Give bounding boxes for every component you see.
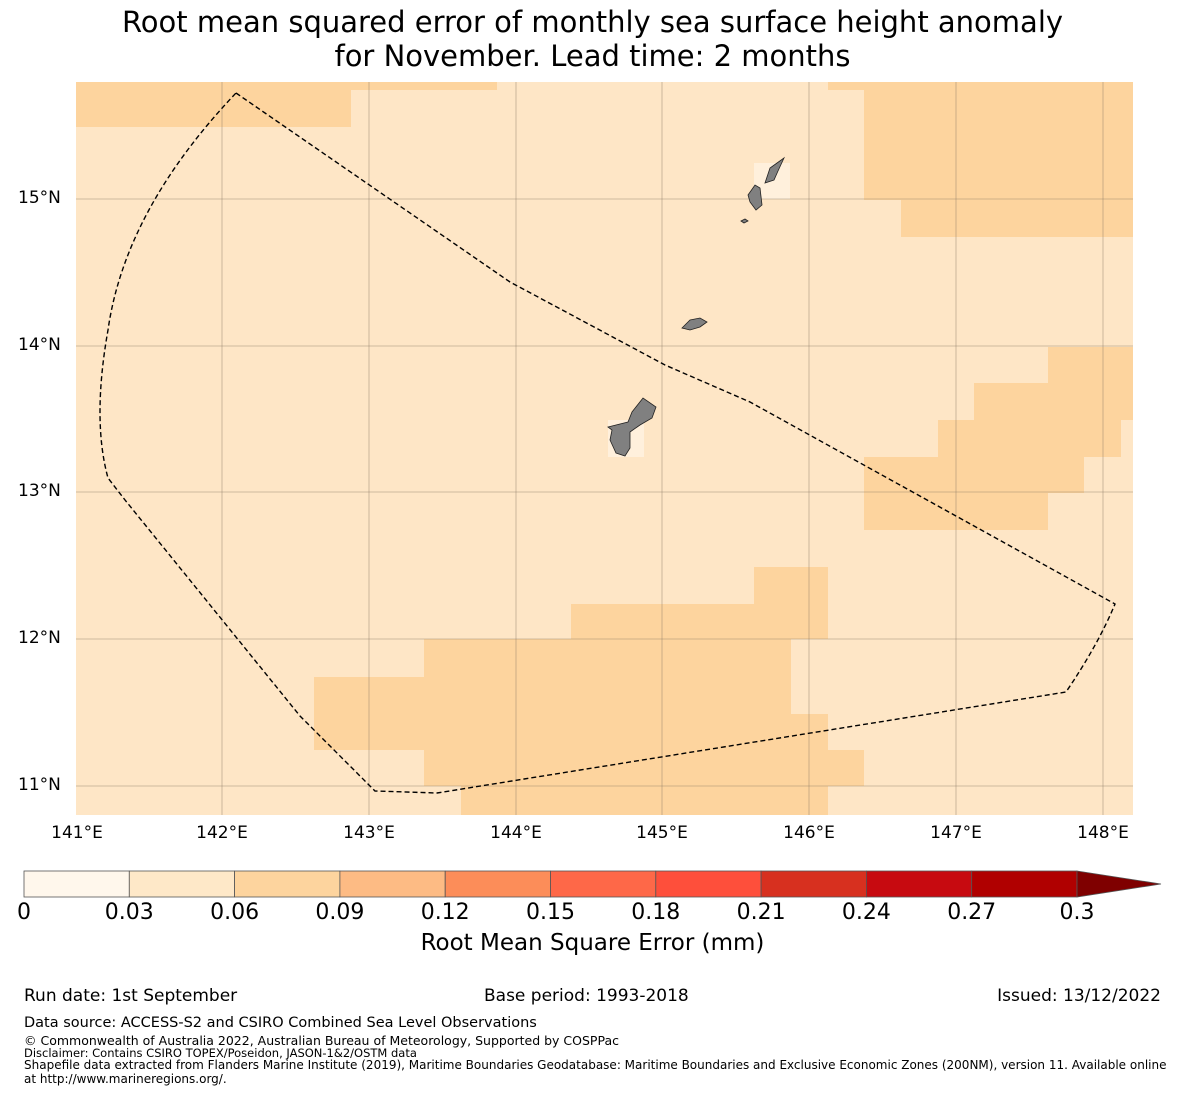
- lon-label-148e: 148°E: [1077, 823, 1129, 843]
- lat-label-11n: 11°N: [18, 775, 61, 795]
- lon-label-145e: 145°E: [636, 823, 688, 843]
- disclaimer-note: Disclaimer: Contains CSIRO TOPEX/Poseido…: [24, 1046, 417, 1060]
- colorbar-tick-label: 0.15: [526, 900, 575, 925]
- aguijan-island: [740, 218, 749, 224]
- lat-label-13n: 13°N: [18, 481, 61, 501]
- eez-boundary: [99, 92, 1116, 794]
- colorbar-tick-label: 0.24: [841, 900, 891, 925]
- rota-island: [681, 317, 708, 331]
- colorbar-extend-arrow: [1076, 870, 1162, 898]
- rmse-high-patches: [76, 82, 1133, 815]
- colorbar-cells: [23, 870, 1078, 898]
- lon-label-146e: 146°E: [783, 823, 835, 843]
- colorbar-cell: [234, 870, 341, 898]
- lon-label-142e: 142°E: [196, 823, 248, 843]
- colorbar-cell: [550, 870, 657, 898]
- colorbar-cell: [971, 870, 1078, 898]
- lon-label-141e: 141°E: [51, 823, 103, 843]
- data-source-note: Data source: ACCESS-S2 and CSIRO Combine…: [24, 1015, 537, 1031]
- colorbar-tick-label: 0.09: [315, 900, 365, 925]
- rmse-map: [76, 82, 1133, 815]
- lat-label-14n: 14°N: [18, 335, 61, 355]
- colorbar-tick-label: 0.18: [631, 900, 681, 925]
- colorbar-cell: [339, 870, 446, 898]
- base-period: Base period: 1993-2018: [484, 986, 689, 1006]
- tinian-island: [747, 184, 763, 211]
- map-title-line-2: for November. Lead time: 2 months: [334, 39, 851, 73]
- shapefile-note: Shapefile data extracted from Flanders M…: [24, 1058, 1167, 1072]
- colorbar-tick-label: 0.12: [420, 900, 470, 925]
- colorbar-label: Root Mean Square Error (mm): [420, 930, 765, 956]
- colorbar-cell: [655, 870, 762, 898]
- colorbar-cell: [23, 870, 130, 898]
- land-islands: [607, 156, 785, 457]
- colorbar-tick-label: 0.21: [736, 900, 786, 925]
- lon-label-144e: 144°E: [490, 823, 542, 843]
- issued-date: Issued: 13/12/2022: [997, 986, 1161, 1006]
- colorbar-cell: [866, 870, 973, 898]
- lon-label-147e: 147°E: [930, 823, 982, 843]
- colorbar-tick-label: 0.03: [104, 900, 154, 925]
- colorbar-tick-label: 0.3: [1059, 900, 1095, 925]
- gridlines: [76, 82, 1133, 815]
- colorbar-cell: [444, 870, 551, 898]
- run-date: Run date: 1st September: [24, 986, 238, 1006]
- lat-label-12n: 12°N: [18, 628, 61, 648]
- colorbar-tick-label: 0: [17, 900, 31, 925]
- colorbar-tick-label: 0.06: [210, 900, 260, 925]
- colorbar-cell: [128, 870, 236, 898]
- shapefile-note-continued: at http://www.marineregions.org/.: [24, 1072, 227, 1086]
- colorbar-tick-label: 0.27: [947, 900, 997, 925]
- lon-label-143e: 143°E: [343, 823, 395, 843]
- saipan-island: [764, 156, 785, 184]
- guam-island: [607, 397, 657, 457]
- copyright-note: © Commonwealth of Australia 2022, Austra…: [24, 1033, 619, 1048]
- lat-label-15n: 15°N: [18, 188, 61, 208]
- map-title-line-1: Root mean squared error of monthly sea s…: [121, 5, 1064, 39]
- colorbar-cell: [760, 870, 867, 898]
